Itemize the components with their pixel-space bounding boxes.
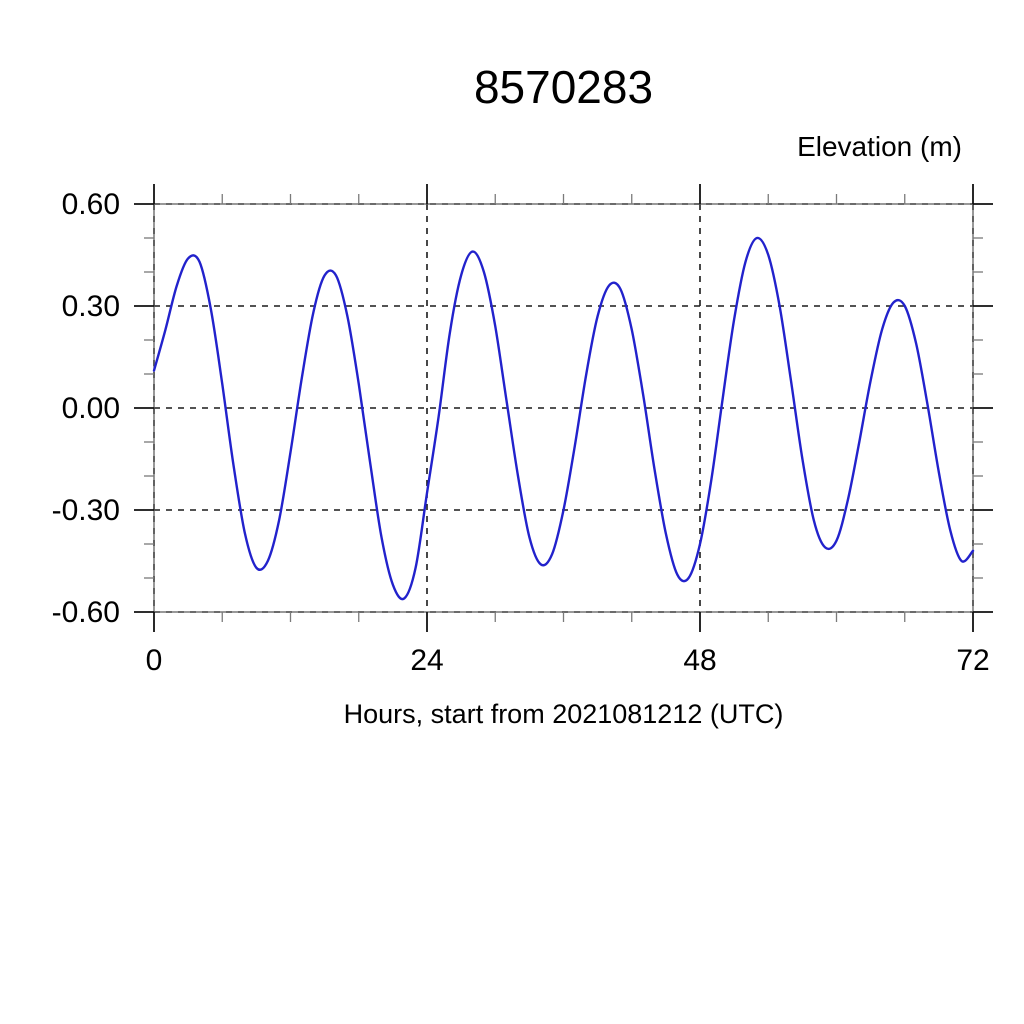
y-tick-label: 0.00 <box>62 392 120 425</box>
x-tick-label: 0 <box>146 644 163 677</box>
y-tick-label: -0.30 <box>52 494 120 527</box>
y-axis-unit-label: Elevation (m) <box>797 131 962 162</box>
y-tick-label: -0.60 <box>52 596 120 629</box>
tide-curve <box>152 236 975 601</box>
chart-title: 8570283 <box>473 61 654 113</box>
x-tick-label: 72 <box>956 644 989 677</box>
y-tick-label: 0.30 <box>62 290 120 323</box>
x-tick-label: 24 <box>410 644 443 677</box>
x-tick-label: 48 <box>683 644 716 677</box>
y-tick-label: 0.60 <box>62 188 120 221</box>
x-axis-title: Hours, start from 2021081212 (UTC) <box>343 699 784 729</box>
